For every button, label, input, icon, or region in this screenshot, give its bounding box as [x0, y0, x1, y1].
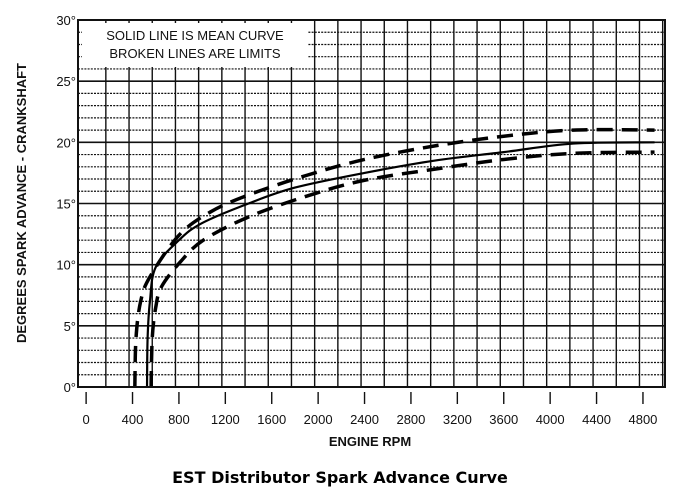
x-tick-label: 4800 — [628, 412, 657, 427]
legend-line-1: SOLID LINE IS MEAN CURVE — [106, 28, 284, 43]
x-tick-label: 0 — [83, 412, 90, 427]
x-tick-label: 4000 — [536, 412, 565, 427]
x-tick-label: 3200 — [443, 412, 472, 427]
y-axis-label: DEGREES SPARK ADVANCE - CRANKSHAFT — [14, 63, 29, 343]
y-tick-label: 0° — [64, 380, 76, 395]
x-tick-label: 1200 — [211, 412, 240, 427]
mean-curve — [145, 141, 655, 388]
y-tick-label: 10° — [56, 258, 76, 273]
y-tick-label: 25° — [56, 74, 76, 89]
x-tick-label: 2800 — [396, 412, 425, 427]
x-tick-label: 3600 — [489, 412, 518, 427]
x-tick-label: 800 — [168, 412, 190, 427]
x-tick-label: 2400 — [350, 412, 379, 427]
legend-box: SOLID LINE IS MEAN CURVE BROKEN LINES AR… — [82, 23, 308, 67]
x-tick-label: 1600 — [257, 412, 286, 427]
upper-limit-curve — [133, 127, 655, 388]
y-tick-label: 20° — [56, 135, 76, 150]
x-tick-label: 4400 — [582, 412, 611, 427]
curves — [133, 127, 655, 388]
legend-line-2: BROKEN LINES ARE LIMITS — [109, 46, 281, 61]
plot-frame — [77, 19, 666, 388]
x-axis-label: ENGINE RPM — [329, 434, 411, 449]
y-tick-label: 30° — [56, 13, 76, 28]
x-tick-label: 400 — [122, 412, 144, 427]
x-axis-ticks: 0 400 800 1200 1600 2000 2400 2800 3200 3600 4000 4… — [83, 392, 657, 427]
y-tick-label: 15° — [56, 197, 76, 212]
lower-limit-curve — [149, 150, 655, 388]
y-tick-label: 5° — [64, 319, 76, 334]
y-axis-ticks: 0° 5° 10° 15° 20° 25° 30° — [56, 13, 76, 395]
chart-title: EST Distributor Spark Advance Curve — [172, 468, 508, 487]
grid — [78, 20, 665, 387]
x-tick-label: 2000 — [304, 412, 333, 427]
